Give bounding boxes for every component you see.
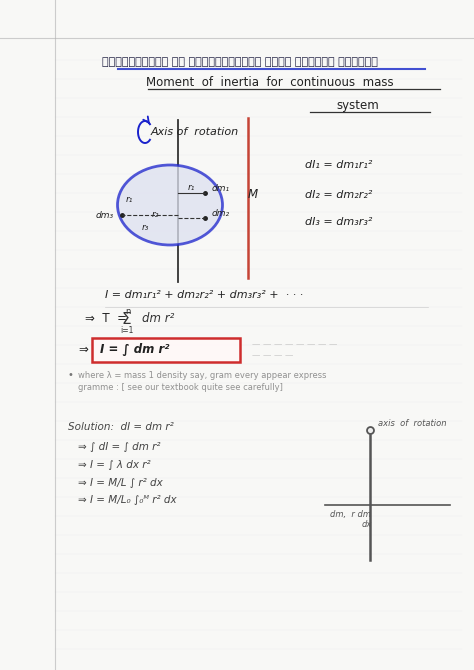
Text: r₁: r₁ <box>126 195 133 204</box>
Text: I = ∫ dm r²: I = ∫ dm r² <box>100 344 169 356</box>
Text: ⇒  T  =: ⇒ T = <box>85 312 127 325</box>
Text: r₃: r₃ <box>142 223 149 232</box>
Text: dm₁: dm₁ <box>212 184 230 193</box>
Text: i=1: i=1 <box>120 326 133 335</box>
Text: dI₃ = dm₃r₃²: dI₃ = dm₃r₃² <box>305 217 373 227</box>
Text: M: M <box>248 188 258 201</box>
Text: dI₂ = dm₂r₂²: dI₂ = dm₂r₂² <box>305 190 373 200</box>
Text: — — — —: — — — — <box>252 351 293 360</box>
Text: ⇒: ⇒ <box>78 344 88 356</box>
Text: ⇒ I = ∫ λ dx r²: ⇒ I = ∫ λ dx r² <box>78 460 151 470</box>
FancyBboxPatch shape <box>92 338 240 362</box>
Text: Solution:  dI = dm r²: Solution: dI = dm r² <box>68 422 174 432</box>
Text: axis  of  rotation: axis of rotation <box>378 419 447 428</box>
Text: r₁: r₁ <box>188 183 195 192</box>
Text: — — — — — — — —: — — — — — — — — <box>252 340 337 349</box>
Text: ⇒ ∫ dI = ∫ dm r²: ⇒ ∫ dI = ∫ dm r² <box>78 442 161 452</box>
Text: dm₃: dm₃ <box>96 211 114 220</box>
Ellipse shape <box>118 165 222 245</box>
Text: dm r²: dm r² <box>142 312 174 325</box>
Text: Σ: Σ <box>122 312 132 327</box>
Text: ⇒ I = M/L ∫ r² dx: ⇒ I = M/L ∫ r² dx <box>78 478 163 488</box>
Text: dI₁ = dm₁r₁²: dI₁ = dm₁r₁² <box>305 160 373 170</box>
Text: system: system <box>337 98 379 111</box>
Text: •: • <box>68 370 74 380</box>
Text: gramme : [ see our textbook quite see carefully]: gramme : [ see our textbook quite see ca… <box>78 383 283 392</box>
Text: Axis of  rotation: Axis of rotation <box>151 127 239 137</box>
Text: Moment  of  inertia  for  continuous  mass: Moment of inertia for continuous mass <box>146 76 394 88</box>
Text: dm,  r dm: dm, r dm <box>330 510 371 519</box>
Text: n: n <box>125 307 130 316</box>
Text: dm₂: dm₂ <box>212 209 230 218</box>
Text: dx: dx <box>362 520 373 529</box>
Text: r₂: r₂ <box>152 210 159 219</box>
Text: where λ = mass 1 density say, gram every appear express: where λ = mass 1 density say, gram every… <box>78 371 327 380</box>
Text: I = dm₁r₁² + dm₂r₂² + dm₃r₃² +  · · ·: I = dm₁r₁² + dm₂r₂² + dm₃r₃² + · · · <box>105 290 303 300</box>
Text: অবিচ্ছিন্ন ভর বস্তুসমূহের জন্য জড়তার ভ্রামক: অবিচ্ছিন্ন ভর বস্তুসমূহের জন্য জড়তার ভ্… <box>102 57 378 67</box>
Text: ⇒ I = M/L₀ ∫₀ᴹ r² dx: ⇒ I = M/L₀ ∫₀ᴹ r² dx <box>78 495 177 505</box>
